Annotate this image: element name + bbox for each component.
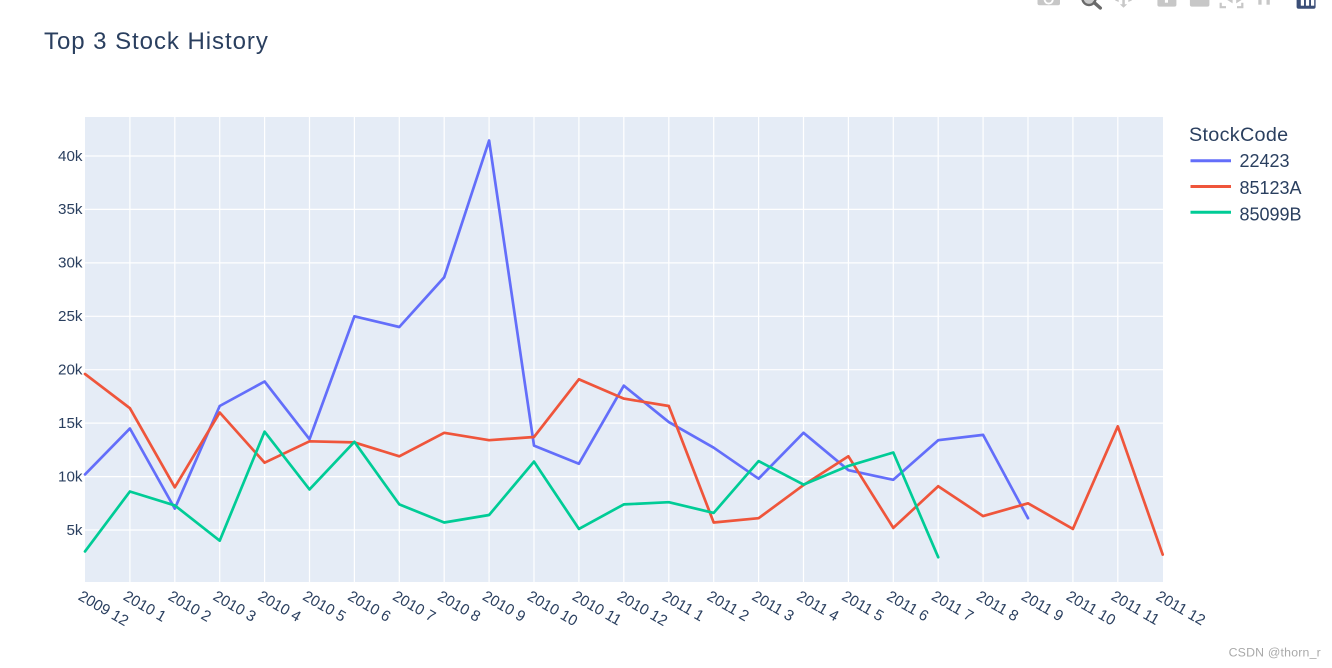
svg-text:22423: 22423 [1240, 151, 1290, 171]
svg-text:2011 10: 2011 10 [1063, 588, 1118, 630]
svg-text:2011 12: 2011 12 [1153, 588, 1208, 630]
svg-text:2011 9: 2011 9 [1018, 588, 1066, 625]
svg-text:5k: 5k [66, 522, 82, 539]
svg-text:2010 2: 2010 2 [165, 588, 214, 626]
svg-text:2011 5: 2011 5 [839, 588, 887, 625]
svg-text:2011 4: 2011 4 [794, 588, 842, 625]
svg-text:2010 12: 2010 12 [614, 588, 670, 630]
svg-text:85123A: 85123A [1240, 178, 1302, 198]
svg-text:2011 8: 2011 8 [973, 588, 1021, 625]
svg-text:2010 8: 2010 8 [435, 588, 484, 626]
svg-text:25k: 25k [58, 308, 83, 325]
svg-text:2010 7: 2010 7 [390, 588, 439, 626]
svg-text:Top 3 Stock History: Top 3 Stock History [44, 28, 269, 55]
svg-text:2010 9: 2010 9 [479, 588, 528, 626]
svg-text:2011 11: 2011 11 [1108, 588, 1162, 629]
svg-text:10k: 10k [58, 468, 83, 485]
svg-text:2009 12: 2009 12 [75, 588, 131, 630]
svg-text:2011 2: 2011 2 [704, 588, 752, 625]
svg-text:2011 7: 2011 7 [929, 588, 977, 625]
svg-text:40k: 40k [58, 148, 83, 165]
svg-text:2010 10: 2010 10 [524, 588, 580, 630]
svg-text:2011 3: 2011 3 [749, 588, 797, 625]
svg-text:2010 3: 2010 3 [210, 588, 259, 626]
svg-text:85099B: 85099B [1240, 204, 1302, 224]
svg-text:2011 6: 2011 6 [884, 588, 932, 625]
svg-text:2010 6: 2010 6 [345, 588, 394, 626]
svg-text:15k: 15k [58, 415, 83, 432]
svg-text:35k: 35k [58, 201, 83, 218]
svg-text:30k: 30k [58, 255, 83, 272]
svg-text:CSDN @thorn_r: CSDN @thorn_r [1229, 646, 1321, 660]
svg-text:StockCode: StockCode [1189, 124, 1288, 146]
svg-text:2010 4: 2010 4 [255, 588, 304, 626]
svg-text:2010 5: 2010 5 [300, 588, 349, 626]
svg-text:2010 11: 2010 11 [569, 588, 624, 630]
svg-text:20k: 20k [58, 362, 83, 379]
